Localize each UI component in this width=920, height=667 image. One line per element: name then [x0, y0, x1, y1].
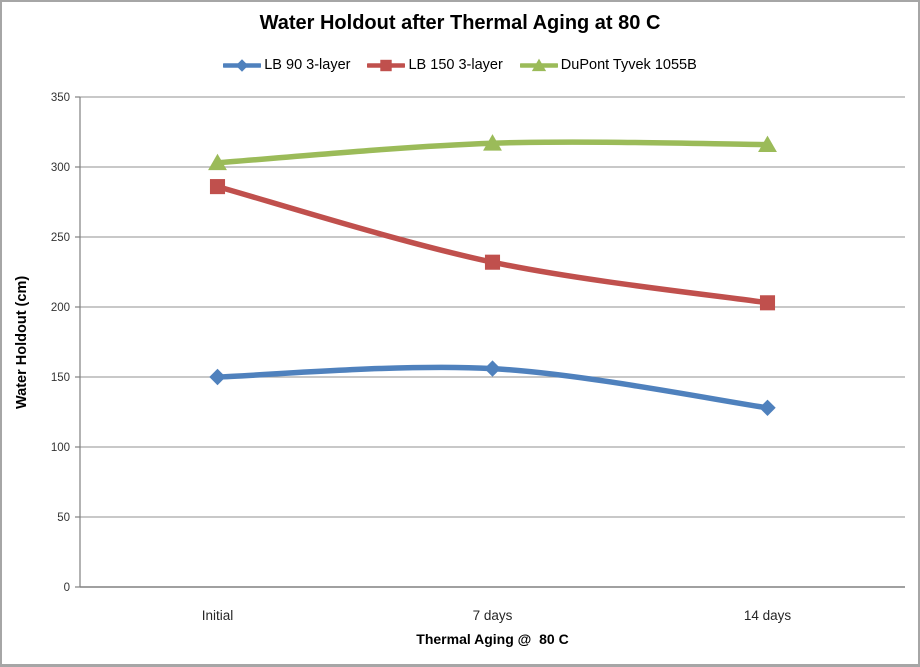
y-tick-label: 50 — [57, 512, 70, 524]
x-tick-label: Initial — [202, 608, 234, 623]
x-axis-title: Thermal Aging @ 80 C — [416, 631, 569, 647]
legend-square-icon — [367, 59, 406, 72]
legend-triangle-icon — [519, 58, 558, 72]
y-tick-label: 150 — [51, 372, 70, 384]
legend-marker — [531, 58, 546, 72]
marker-diamond-lb-90-3-layer — [759, 399, 776, 416]
y-tick-label: 0 — [64, 582, 70, 594]
x-tick-label: 7 days — [473, 608, 513, 623]
legend-item-lb-90-3-layer: LB 90 3-layer — [223, 56, 350, 74]
legend-item-lb-150-3-layer: LB 150 3-layer — [367, 56, 503, 74]
x-tick-label: 14 days — [744, 608, 792, 623]
y-tick-label: 250 — [51, 232, 70, 244]
legend-marker — [380, 59, 393, 72]
y-tick-label: 200 — [51, 302, 70, 314]
marker-triangle-dupont-tyvek-1055b — [483, 134, 502, 151]
legend: LB 90 3-layer LB 150 3-layer DuPont Tyvek … — [2, 56, 918, 74]
marker-diamond-lb-90-3-layer — [484, 360, 501, 377]
legend-label: LB 150 3-layer — [408, 57, 503, 73]
y-axis-title: Water Holdout (cm) — [14, 275, 30, 409]
marker-diamond-lb-90-3-layer — [209, 368, 226, 386]
marker-triangle-dupont-tyvek-1055b — [208, 153, 227, 171]
marker-triangle-dupont-tyvek-1055b — [758, 135, 777, 152]
y-tick-label: 300 — [51, 162, 70, 174]
marker-square-lb-150-3-layer — [209, 179, 226, 195]
series-line-lb-150-3-layer — [214, 183, 771, 306]
legend-label: DuPont Tyvek 1055B — [560, 57, 697, 73]
chart-title: Water Holdout after Thermal Aging at 80 … — [259, 12, 661, 34]
marker-square-lb-150-3-layer — [484, 254, 501, 270]
legend-item-dupont-tyvek-1055b: DuPont Tyvek 1055B — [519, 56, 697, 74]
marker-square-lb-150-3-layer — [759, 295, 776, 311]
y-tick-label: 350 — [51, 92, 70, 104]
y-tick-label: 100 — [51, 442, 70, 454]
legend-label: LB 90 3-layer — [264, 57, 351, 73]
legend-diamond-icon — [223, 59, 262, 72]
